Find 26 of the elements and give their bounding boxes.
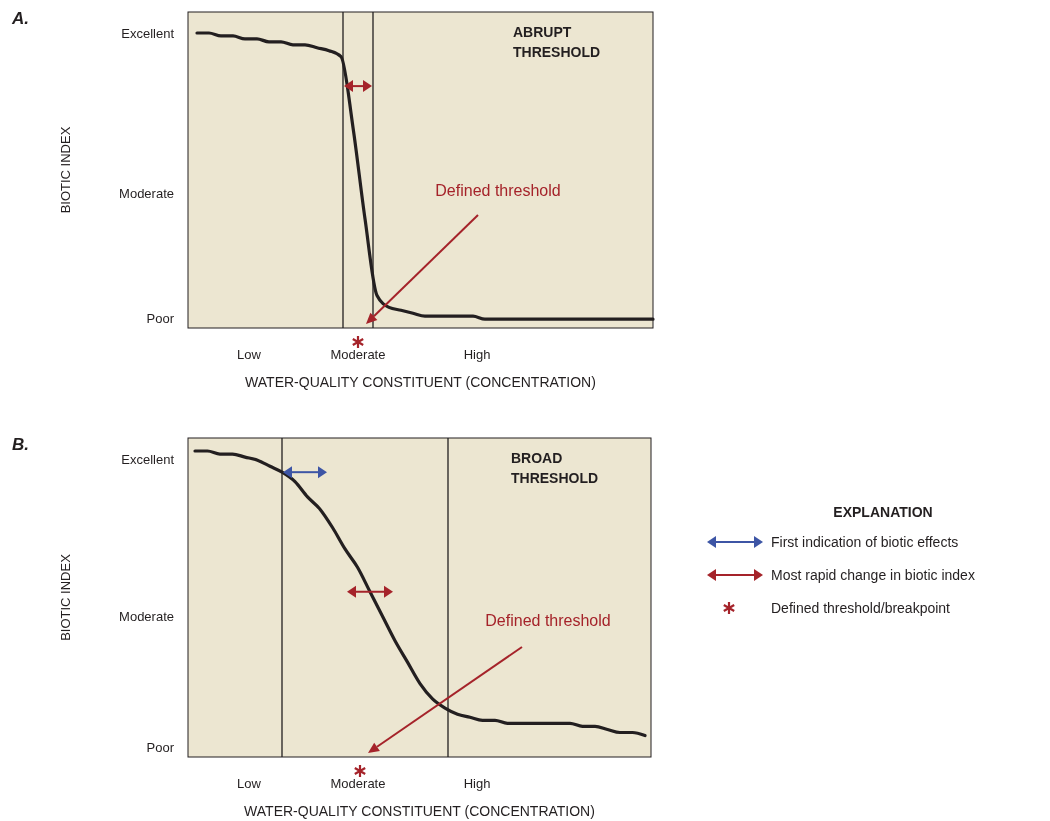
text: Excellent: [121, 451, 175, 467]
x-axis-title: WATER-QUALITY CONSTITUENT (CONCENTRATION): [245, 374, 596, 390]
annotation: Defined threshold: [435, 182, 561, 199]
text: High: [463, 776, 491, 791]
text: Excellent: [121, 25, 175, 41]
legend-title: EXPLANATION: [833, 504, 933, 520]
chart-subtitle: ABRUPT THRESHOLD: [513, 24, 601, 60]
annotation: Defined threshold: [485, 612, 611, 629]
text: B.: [12, 435, 29, 454]
text: Defined threshold/breakpoint: [771, 599, 951, 616]
text: Most rapid change in biotic index: [771, 566, 975, 583]
text: Moderate: [119, 185, 174, 201]
text: BROAD THRESHOLD: [511, 450, 599, 486]
y-axis-title: BIOTIC INDEX: [58, 553, 73, 641]
text: High: [463, 347, 491, 362]
x-axis-title: WATER-QUALITY CONSTITUENT (CONCENTRATION): [244, 803, 595, 819]
text: Low: [237, 347, 262, 362]
text: First indication of biotic effects: [771, 533, 959, 550]
text: Poor: [146, 310, 175, 326]
text: Moderate: [330, 776, 386, 791]
y-axis-title: BIOTIC INDEX: [58, 126, 73, 214]
text: A.: [11, 9, 29, 28]
text: Low: [237, 776, 262, 791]
text: Moderate: [119, 609, 174, 625]
text: Poor: [146, 739, 175, 755]
text: Moderate: [330, 347, 386, 362]
